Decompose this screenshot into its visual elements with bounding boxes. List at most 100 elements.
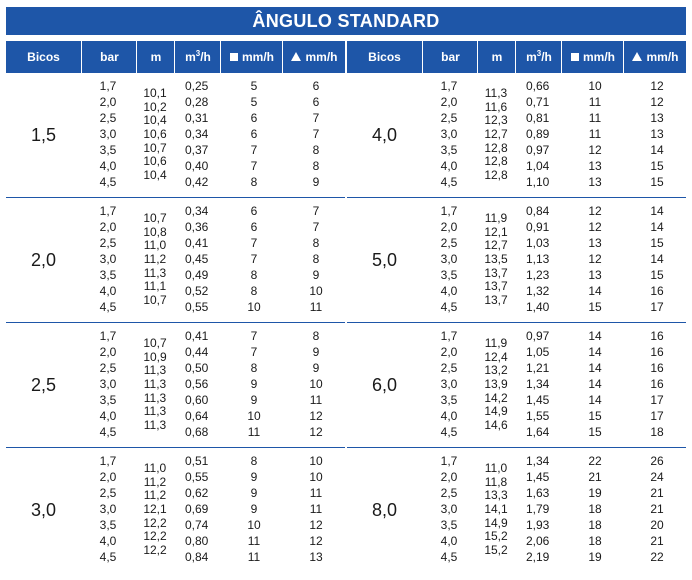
square-icon [570,53,579,61]
square-mmh-value: 10 [588,79,602,93]
square-mmh-value: 10 [247,409,261,423]
radius-m-value: 11,2 [143,252,167,267]
square-mmh-value: 11 [588,127,602,141]
square-mmh-value: 18 [588,534,602,548]
pressure-bar-value: 3,5 [99,518,117,532]
radius-m-value: 11,2 [143,474,167,489]
triangle-mmh-column: 8 9 9 10 11 12 12 [298,328,334,440]
radius-m-column: 11,0 11,8 13,3 14,1 14,9 15,2 15,2 [477,461,515,558]
pressure-bar-value: 2,0 [440,95,458,109]
pressure-bar-value: 4,5 [440,300,458,314]
flow-m3h-value: 0,28 [185,95,209,109]
header-bar: bar [81,41,137,73]
pressure-bar-value: 3,0 [99,377,117,391]
triangle-mmh-value: 22 [650,550,664,564]
radius-m-value: 11,9 [484,211,508,225]
flow-m3h-value: 0,91 [526,220,550,234]
flow-m3h-value: 0,42 [185,175,209,189]
square-mmh-value: 9 [250,486,258,500]
radius-m-value: 10,1 [143,86,167,100]
square-mmh-value: 14 [588,284,602,298]
flow-m3h-column: 0,66 0,71 0,81 0,89 0,97 1,04 1,10 [526,78,562,190]
radius-m-value: 12,2 [143,529,167,544]
flow-m3h-column: 0,51 0,55 0,62 0,69 0,74 0,80 0,84 [185,453,221,565]
flow-m3h-value: 0,31 [185,111,209,125]
radius-m-value: 14,1 [484,502,508,517]
radius-m-value: 13,3 [484,488,508,503]
square-mmh-value: 8 [250,175,258,189]
flow-m3h-column: 0,84 0,91 1,03 1,13 1,23 1,32 1,40 [526,203,562,315]
pressure-bar-value: 4,5 [99,425,117,439]
radius-m-value: 12,8 [484,140,508,155]
flow-m3h-value: 0,34 [185,127,209,141]
square-mmh-value: 14 [588,377,602,391]
radius-m-column: 11,3 11,6 12,3 12,7 12,8 12,8 12,8 [477,86,515,183]
pressure-bar-value: 3,5 [440,143,458,157]
flow-m3h-value: 0,41 [185,236,209,250]
radius-m-column: 10,7 10,8 11,0 11,2 11,3 11,1 10,7 [136,211,174,308]
flow-m3h-value: 0,62 [185,486,209,500]
pressure-bar-value: 1,7 [99,454,117,468]
square-mmh-value: 19 [588,550,602,564]
triangle-icon [291,52,302,61]
square-mmh-column: 5 5 6 6 7 7 8 [236,78,272,190]
square-mmh-value: 12 [588,143,602,157]
pressure-bar-value: 1,7 [99,204,117,218]
pressure-bar-value: 4,0 [99,534,117,548]
pressure-bar-column: 1,7 2,0 2,5 3,0 3,5 4,0 4,5 [429,453,469,565]
flow-m3h-value: 0,34 [185,204,209,218]
triangle-mmh-value: 21 [650,534,664,548]
radius-m-value: 11,1 [143,279,167,294]
flow-m3h-value: 0,89 [526,127,550,141]
square-mmh-value: 7 [250,236,258,250]
radius-m-value: 11,6 [484,99,508,114]
triangle-mmh-value: 11 [309,393,323,407]
pressure-bar-value: 2,5 [99,111,117,125]
flow-m3h-value: 1,03 [526,236,550,250]
nozzle-group: 8,0 1,7 2,0 2,5 3,0 3,5 4,0 4,5 11,0 11,8 13,3 14,1… [347,448,686,572]
square-mmh-value: 22 [588,454,602,468]
pressure-bar-value: 4,0 [440,409,458,423]
flow-m3h-value: 0,40 [185,159,209,173]
nozzle-size: 1,5 [30,125,57,145]
radius-m-value: 12,4 [484,349,508,364]
header-tr: mm/h [282,41,346,73]
radius-m-value: 10,7 [143,211,167,225]
pressure-bar-value: 2,0 [440,470,458,484]
radius-m-value: 11,2 [143,488,167,503]
flow-m3h-value: 0,74 [185,518,209,532]
square-mmh-value: 8 [250,284,258,298]
square-mmh-value: 7 [250,252,258,266]
flow-m3h-value: 0,41 [185,329,209,343]
header-triangle-mmh-label: mm/h [305,50,338,64]
triangle-mmh-value: 9 [312,268,320,282]
flow-m3h-value: 1,55 [526,409,550,423]
header-m3h-tail: /h [200,50,211,64]
square-mmh-value: 13 [588,268,602,282]
pressure-bar-value: 3,0 [440,377,458,391]
radius-m-column: 11,9 12,1 12,7 13,5 13,7 13,7 13,7 [477,211,515,308]
triangle-mmh-value: 13 [650,127,664,141]
header-tr: mm/h [623,41,687,73]
radius-m-column: 10,7 10,9 11,3 11,3 11,3 11,3 11,3 [136,336,174,433]
radius-m-value: 15,2 [484,529,508,544]
triangle-mmh-value: 13 [309,550,323,564]
radius-m-value: 12,7 [484,127,508,142]
pressure-bar-value: 1,7 [99,329,117,343]
nozzle-group: 6,0 1,7 2,0 2,5 3,0 3,5 4,0 4,5 11,9 12,4 13,2 13,9… [347,323,686,448]
pressure-bar-value: 1,7 [440,454,458,468]
triangle-mmh-value: 10 [309,470,323,484]
triangle-mmh-value: 24 [650,470,664,484]
pressure-bar-value: 3,0 [440,502,458,516]
radius-m-value: 11,0 [143,238,167,253]
triangle-mmh-value: 12 [309,425,323,439]
square-mmh-value: 6 [250,220,258,234]
triangle-mmh-value: 11 [309,486,323,500]
triangle-mmh-value: 8 [312,329,320,343]
triangle-mmh-value: 13 [650,111,664,125]
triangle-mmh-value: 10 [309,377,323,391]
radius-m-value: 14,2 [484,390,508,405]
triangle-mmh-column: 14 14 15 14 15 16 17 [639,203,675,315]
triangle-mmh-value: 12 [309,518,323,532]
